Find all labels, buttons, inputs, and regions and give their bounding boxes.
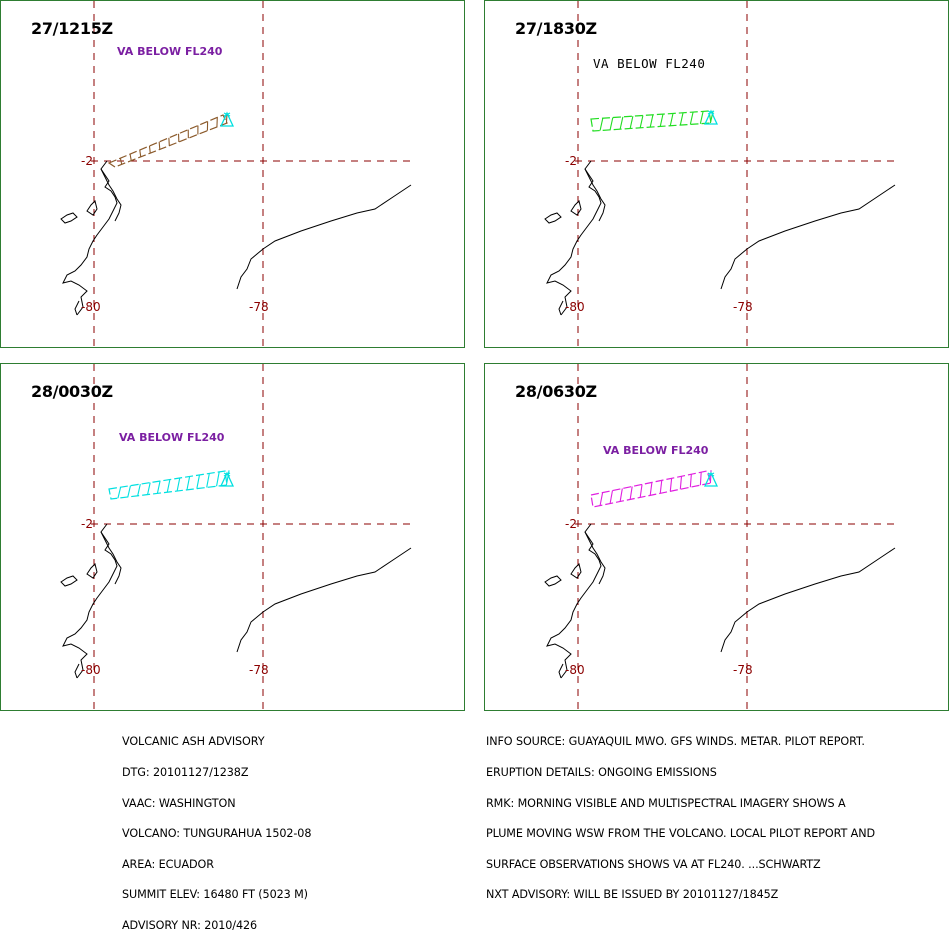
island <box>87 201 97 215</box>
map-svg: -2 -80 -78 <box>1 364 466 712</box>
longitude-label: -78 <box>249 663 269 677</box>
map-panel-2: -2 -80 -78 27/1830Z VA BELOW FL240 <box>484 0 949 348</box>
plume-hatch <box>690 474 691 487</box>
plume-hatch <box>660 114 663 126</box>
plume-hatch <box>207 473 210 487</box>
map-panel-1: -2 -80 -78 27/1215Z VA BELOW FL240 <box>0 0 465 348</box>
island <box>545 576 561 586</box>
plume-hatch <box>600 493 603 506</box>
va-label: VA BELOW FL240 <box>119 431 224 444</box>
plume-hatch <box>630 486 632 499</box>
advisory-line: AREA: ECUADOR <box>122 860 311 870</box>
plume-hatch <box>217 472 220 486</box>
plume-hatch <box>640 115 643 127</box>
va-label: VA BELOW FL240 <box>117 45 222 58</box>
plume-hatch <box>630 116 633 128</box>
coastline <box>585 532 605 584</box>
map-panel-3: -2 -80 -78 28/0030Z VA BELOW FL240 <box>0 363 465 711</box>
plume-hatch <box>660 480 662 493</box>
advisory-line: RMK: MORNING VISIBLE AND MULTISPECTRAL I… <box>486 799 875 809</box>
advisory-left-text: VOLCANIC ASH ADVISORY DTG: 20101127/1238… <box>122 717 311 941</box>
advisory-line: ADVISORY NR: 2010/426 <box>122 921 311 931</box>
latitude-label: -2 <box>565 517 577 531</box>
plume-hatch <box>148 483 151 495</box>
plume-hatch <box>620 117 623 129</box>
panel-time: 27/1215Z <box>31 19 113 38</box>
plume-hatch <box>197 475 200 489</box>
island <box>545 213 561 223</box>
va-label: VA BELOW FL240 <box>603 444 708 457</box>
map-svg: -2 -80 -78 <box>485 364 950 712</box>
plume-hatch <box>680 113 683 125</box>
map-panel-4: -2 -80 -78 28/0630Z VA BELOW FL240 <box>484 363 949 711</box>
advisory-line: SUMMIT ELEV: 16480 FT (5023 M) <box>122 890 311 900</box>
plume-hatch <box>118 487 121 498</box>
island <box>61 576 77 586</box>
advisory-right-text: INFO SOURCE: GUAYAQUIL MWO. GFS WINDS. M… <box>486 717 875 911</box>
longitude-label: -78 <box>733 300 753 314</box>
plume-hatch <box>140 150 141 157</box>
longitude-label: -78 <box>249 300 269 314</box>
plume-hatch <box>690 112 693 124</box>
plume-hatch <box>128 486 131 497</box>
advisory-line: DTG: 20101127/1238Z <box>122 768 311 778</box>
plume-hatch <box>130 154 131 161</box>
advisory-line: PLUME MOVING WSW FROM THE VOLCANO. LOCAL… <box>486 829 875 839</box>
plume-hatch <box>650 115 653 127</box>
plume-hatch <box>620 489 622 502</box>
plume-hatch <box>138 484 141 496</box>
panel-time: 28/0630Z <box>515 382 597 401</box>
longitude-label: -80 <box>81 663 101 677</box>
island <box>571 201 581 215</box>
longitude-label: -80 <box>565 663 585 677</box>
plume-hatch <box>650 482 652 495</box>
ash-plume <box>109 115 227 167</box>
longitude-label: -80 <box>81 300 101 314</box>
advisory-line: SURFACE OBSERVATIONS SHOWS VA AT FL240. … <box>486 860 875 870</box>
plume-hatch <box>610 491 612 504</box>
advisory-line: NXT ADVISORY: WILL BE ISSUED BY 20101127… <box>486 890 875 900</box>
coastline <box>101 169 121 221</box>
advisory-line: INFO SOURCE: GUAYAQUIL MWO. GFS WINDS. M… <box>486 737 875 747</box>
plume-hatch <box>149 146 150 153</box>
plume-hatch <box>120 158 121 164</box>
plume-hatch <box>600 118 603 130</box>
plume-hatch <box>187 476 190 489</box>
longitude-label: -78 <box>733 663 753 677</box>
plume-hatch <box>700 111 703 123</box>
advisory-line: VOLCANIC ASH ADVISORY <box>122 737 311 747</box>
plume-hatch <box>700 472 701 485</box>
plume-hatch <box>610 118 613 130</box>
coastline <box>585 169 605 221</box>
coastline <box>101 532 121 584</box>
va-label: VA BELOW FL240 <box>593 56 705 71</box>
plume-hatch <box>167 480 170 493</box>
advisory-line: VOLCANO: TUNGURAHUA 1502-08 <box>122 829 311 839</box>
plume-hatch <box>670 113 673 125</box>
plume-hatch <box>670 478 671 491</box>
map-svg: -2 -80 -78 <box>485 1 950 349</box>
panel-time: 28/0030Z <box>31 382 113 401</box>
latitude-label: -2 <box>81 154 93 168</box>
plume-hatch <box>177 478 180 491</box>
map-svg: -2 -80 -78 <box>1 1 466 349</box>
advisory-line: VAAC: WASHINGTON <box>122 799 311 809</box>
plume-hatch <box>680 476 681 489</box>
island <box>571 564 581 578</box>
plume-hatch <box>159 142 160 150</box>
island <box>87 564 97 578</box>
latitude-label: -2 <box>565 154 577 168</box>
longitude-label: -80 <box>565 300 585 314</box>
latitude-label: -2 <box>81 517 93 531</box>
advisory-line: ERUPTION DETAILS: ONGOING EMISSIONS <box>486 768 875 778</box>
plume-hatch <box>157 481 160 493</box>
panel-time: 27/1830Z <box>515 19 597 38</box>
island <box>61 213 77 223</box>
plume-hatch <box>640 484 642 497</box>
